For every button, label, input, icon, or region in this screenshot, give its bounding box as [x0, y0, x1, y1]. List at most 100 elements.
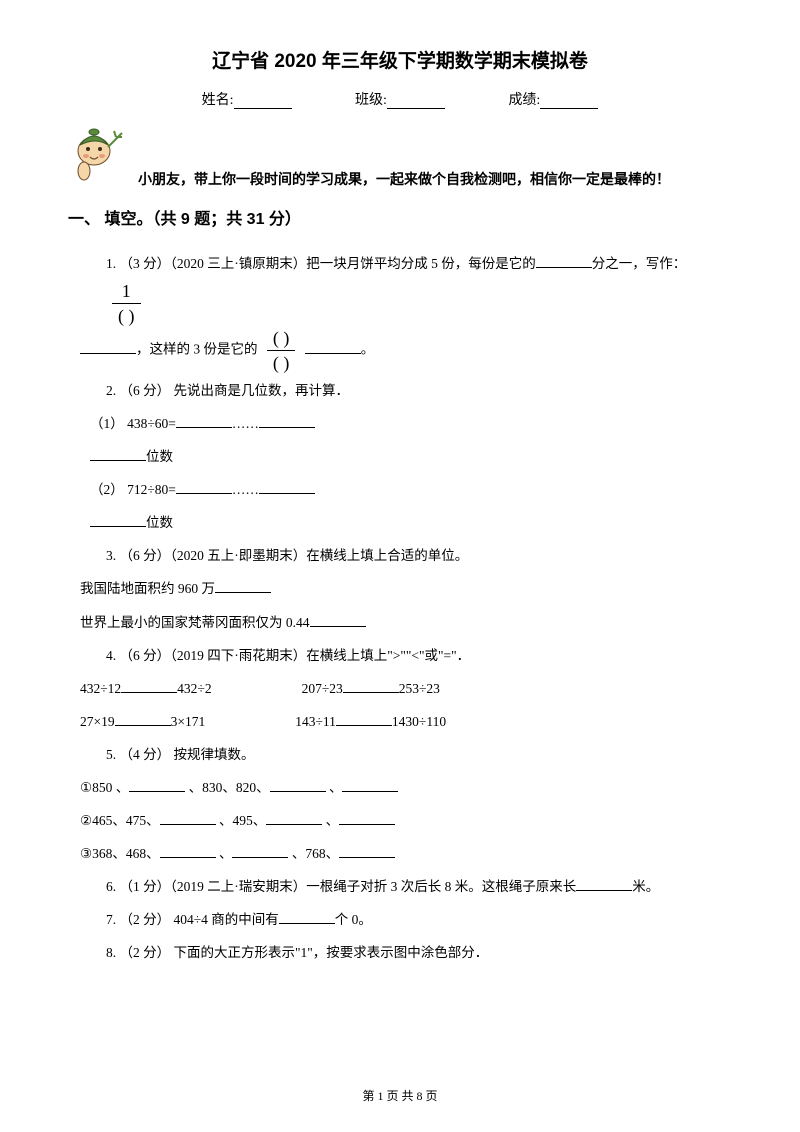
fill-blank[interactable]	[176, 481, 232, 494]
q5-3a: ③368、468、	[80, 846, 160, 861]
q6-text: 6. （1 分）（2019 二上·瑞安期末）一根绳子对折 3 次后长 8 米。这…	[106, 879, 576, 894]
fill-blank[interactable]	[343, 680, 399, 693]
question-4-row1: 432÷12 432÷2 207÷23 253÷23	[80, 672, 720, 705]
fill-blank[interactable]	[129, 779, 185, 792]
mascot-row: 小朋友，带上你一段时间的学习成果，一起来做个自我检测吧，相信你一定是最棒的！	[80, 127, 720, 191]
fill-blank[interactable]	[339, 845, 395, 858]
name-blank[interactable]	[234, 95, 292, 109]
fill-blank[interactable]	[259, 481, 315, 494]
q5-3c: 、768、	[288, 846, 339, 861]
frac-denominator: ( )	[112, 305, 141, 327]
frac-numerator: ( )	[267, 327, 296, 349]
class-label: 班级:	[355, 89, 387, 109]
fill-blank[interactable]	[160, 812, 216, 825]
fill-blank[interactable]	[80, 341, 136, 354]
fill-blank[interactable]	[115, 713, 171, 726]
q2-dots: ……	[232, 416, 259, 431]
fill-blank[interactable]	[259, 415, 315, 428]
q1-text-d: 。	[361, 342, 375, 357]
frac-denominator: ( )	[267, 352, 296, 374]
question-2-1: （1） 438÷60= ……	[90, 407, 720, 440]
q4-r2a: 27×19	[80, 714, 115, 729]
q4-r1a: 432÷12	[80, 681, 121, 696]
q6-b: 米。	[632, 879, 659, 894]
q4-r1c: 207÷23	[302, 681, 343, 696]
q2-2-text: （2） 712÷80=	[90, 482, 176, 497]
fill-blank[interactable]	[176, 415, 232, 428]
q1-text-a: 1. （3 分）（2020 三上·镇原期末）把一块月饼平均分成 5 份，每份是它…	[106, 256, 536, 271]
question-4: 4. （6 分）（2019 四下·雨花期末）在横线上填上">""<"或"="．	[106, 639, 720, 672]
q2-1-text: （1） 438÷60=	[90, 416, 176, 431]
fill-blank[interactable]	[336, 713, 392, 726]
question-3-b: 世界上最小的国家梵蒂冈面积仅为 0.44	[80, 606, 720, 639]
question-6: 6. （1 分）（2019 二上·瑞安期末）一根绳子对折 3 次后长 8 米。这…	[106, 870, 720, 903]
score-label: 成绩:	[508, 89, 540, 109]
fill-blank[interactable]	[536, 255, 592, 268]
student-info-line: 姓名: 班级: 成绩:	[80, 89, 720, 109]
fill-blank[interactable]	[270, 779, 326, 792]
q2-1-digit: 位数	[90, 440, 720, 473]
q5-2c: 、	[322, 813, 339, 828]
question-1: 1. （3 分）（2020 三上·镇原期末）把一块月饼平均分成 5 份，每份是它…	[106, 247, 720, 327]
q4-r2b: 3×171	[171, 714, 206, 729]
frac-bar	[112, 303, 141, 304]
q5-1b: 、830、820、	[185, 780, 269, 795]
q2-2-digit: 位数	[90, 506, 720, 539]
mascot-icon	[66, 119, 126, 183]
fill-blank[interactable]	[90, 448, 146, 461]
fill-blank[interactable]	[279, 911, 335, 924]
question-2-2: （2） 712÷80= ……	[90, 473, 720, 506]
q2-digit-text: 位数	[146, 449, 173, 464]
fill-blank[interactable]	[305, 341, 361, 354]
q5-2b: 、495、	[216, 813, 267, 828]
fill-blank[interactable]	[339, 812, 395, 825]
question-5-2: ②465、475、 、495、 、	[80, 804, 720, 837]
q5-3b: 、	[216, 846, 233, 861]
q5-1a: ①850 、	[80, 780, 129, 795]
frac-bar	[267, 350, 296, 351]
fill-blank[interactable]	[232, 845, 288, 858]
question-5-3: ③368、468、 、 、768、	[80, 837, 720, 870]
q5-2a: ②465、475、	[80, 813, 160, 828]
q7-text: 7. （2 分） 404÷4 商的中间有	[106, 912, 279, 927]
q1-text-b: 分之一，写作：	[592, 256, 687, 271]
q4-r1b: 432÷2	[177, 681, 211, 696]
page-footer: 第 1 页 共 8 页	[0, 1087, 800, 1104]
q3-a-text: 我国陆地面积约 960 万	[80, 581, 215, 596]
q3-b-text: 世界上最小的国家梵蒂冈面积仅为 0.44	[80, 615, 310, 630]
q4-r2d: 1430÷110	[392, 714, 446, 729]
fill-blank[interactable]	[215, 580, 271, 593]
q1-text-c: ，这样的 3 份是它的	[136, 342, 258, 357]
q2-digit-text: 位数	[146, 515, 173, 530]
question-2: 2. （6 分） 先说出商是几位数，再计算．	[106, 374, 720, 407]
q5-1c: 、	[326, 780, 343, 795]
fill-blank[interactable]	[576, 878, 632, 891]
fill-blank[interactable]	[160, 845, 216, 858]
frac-numerator: 1	[112, 280, 141, 302]
q7-b: 个 0。	[335, 912, 372, 927]
question-5-1: ①850 、 、830、820、 、	[80, 771, 720, 804]
question-3: 3. （6 分）（2020 五上·即墨期末）在横线上填上合适的单位。	[106, 539, 720, 572]
page-title: 辽宁省 2020 年三年级下学期数学期末模拟卷	[80, 46, 720, 73]
fill-blank[interactable]	[342, 779, 398, 792]
fill-blank[interactable]	[90, 514, 146, 527]
question-1-cont: ，这样的 3 份是它的 ( ) ( ) 。	[80, 327, 720, 374]
q4-r2c: 143÷11	[295, 714, 336, 729]
q4-r1d: 253÷23	[399, 681, 440, 696]
fill-blank[interactable]	[121, 680, 177, 693]
question-5: 5. （4 分） 按规律填数。	[106, 738, 720, 771]
fraction-icon: ( ) ( )	[267, 327, 296, 374]
question-4-row2: 27×19 3×171 143÷11 1430÷110	[80, 705, 720, 738]
fill-blank[interactable]	[310, 614, 366, 627]
question-3-a: 我国陆地面积约 960 万	[80, 572, 720, 605]
q2-dots: ……	[232, 482, 259, 497]
question-7: 7. （2 分） 404÷4 商的中间有 个 0。	[106, 903, 720, 936]
fill-blank[interactable]	[266, 812, 322, 825]
score-blank[interactable]	[540, 95, 598, 109]
encourage-text: 小朋友，带上你一段时间的学习成果，一起来做个自我检测吧，相信你一定是最棒的！	[138, 169, 670, 189]
name-label: 姓名:	[202, 89, 234, 109]
section-1-header: 一、 填空。（共 9 题；共 31 分）	[68, 205, 720, 229]
question-8: 8. （2 分） 下面的大正方形表示"1"，按要求表示图中涂色部分．	[106, 936, 720, 969]
class-blank[interactable]	[387, 95, 445, 109]
fraction-icon: 1 ( )	[112, 280, 141, 327]
